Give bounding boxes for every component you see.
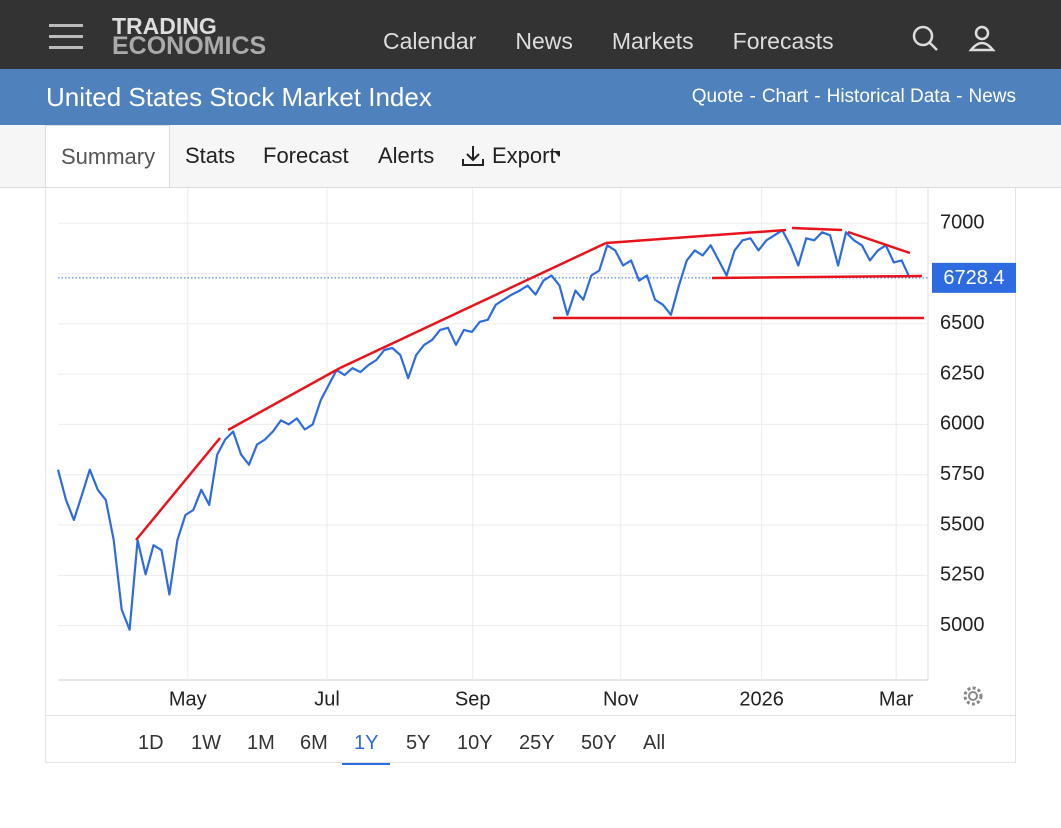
tab-bar: Summary Stats Forecast Alerts Export: [0, 125, 1061, 188]
nav-link[interactable]: Calendar: [383, 28, 477, 54]
trend-line: [135, 437, 221, 541]
y-tick-label: 6250: [940, 362, 985, 384]
logo-top: TRADING: [112, 13, 217, 39]
x-tick-label: 2026: [739, 688, 784, 710]
menu-icon[interactable]: [49, 24, 83, 49]
title-bar: United States Stock Market Index Quote - C…: [0, 69, 1061, 125]
trend-line: [605, 228, 787, 245]
nav-link[interactable]: Markets: [611, 28, 694, 54]
range-button[interactable]: 50Y: [581, 732, 617, 754]
header-links: Quote - Chart - Historical Data - News: [692, 86, 1016, 108]
trend-line: [711, 274, 923, 280]
x-tick-label: Sep: [455, 688, 491, 710]
range-button[interactable]: 1W: [191, 732, 221, 754]
export-icons: [462, 146, 560, 166]
range-button[interactable]: 10Y: [457, 732, 493, 754]
range-button[interactable]: 1Y: [342, 732, 391, 765]
header-link[interactable]: Historical Data: [826, 86, 951, 107]
caret: [554, 151, 560, 157]
logo[interactable]: TRADING ECONOMICS: [112, 13, 267, 60]
x-tick-label: Mar: [879, 688, 914, 710]
page-title: United States Stock Market Index: [46, 82, 432, 112]
top-bar: TRADING ECONOMICS Calendar News Markets For…: [0, 0, 1061, 69]
tab[interactable]: Export: [492, 143, 556, 168]
last-value-label: 6728.4: [943, 267, 1004, 289]
nav-link[interactable]: Forecasts: [732, 28, 834, 54]
x-tick-label: Jul: [314, 688, 340, 710]
tab[interactable]: Forecast: [263, 143, 349, 168]
y-tick-label: 5000: [940, 614, 985, 636]
tab[interactable]: Alerts: [378, 143, 435, 168]
trend-line: [847, 230, 911, 255]
settings-icon[interactable]: [963, 686, 983, 706]
separator: -: [956, 86, 963, 107]
y-tick-label: 5750: [940, 463, 985, 485]
trend-lines: [135, 226, 924, 541]
y-tick-label: 5500: [940, 513, 985, 535]
trend-line: [339, 241, 607, 370]
range-bar: 1D 1W 1M 6M 1Y 5Y 10Y 25Y 50Y All: [46, 715, 1016, 765]
nav-link[interactable]: News: [515, 28, 573, 54]
tab[interactable]: Stats: [185, 143, 236, 168]
y-tick-label: 5250: [940, 564, 985, 586]
header-link[interactable]: News: [968, 86, 1016, 107]
range-button[interactable]: 1M: [247, 732, 275, 754]
range-button[interactable]: 25Y: [519, 732, 555, 754]
x-tick-label: May: [169, 688, 207, 710]
user-icon[interactable]: [974, 25, 990, 41]
header-link[interactable]: Chart: [761, 86, 809, 107]
separator: -: [814, 86, 821, 107]
range-button[interactable]: 1D: [138, 732, 164, 754]
logo-bottom: ECONOMICS: [112, 32, 267, 60]
header-link[interactable]: Quote: [691, 86, 744, 107]
tab[interactable]: Summary: [45, 125, 170, 187]
range-button[interactable]: 5Y: [406, 732, 431, 754]
range-button[interactable]: All: [643, 732, 666, 754]
nav-icons: [912, 25, 996, 52]
gear: [963, 686, 983, 706]
separator: -: [749, 86, 756, 107]
trend-line: [227, 366, 341, 432]
x-tick-label: Nov: [603, 688, 639, 710]
download-icon: [462, 146, 484, 166]
trend-line: [791, 226, 843, 232]
nav-links: Calendar News Markets Forecasts: [383, 28, 834, 55]
price-line: [56, 229, 911, 631]
search-icon[interactable]: [912, 25, 934, 47]
gear-hole: [968, 691, 978, 701]
last-value-box: [932, 262, 1016, 293]
range-button[interactable]: 6M: [300, 732, 328, 754]
y-tick-label: 7000: [940, 211, 985, 233]
y-tick-label: 6000: [940, 413, 985, 435]
y-tick-label: 6500: [940, 312, 985, 334]
